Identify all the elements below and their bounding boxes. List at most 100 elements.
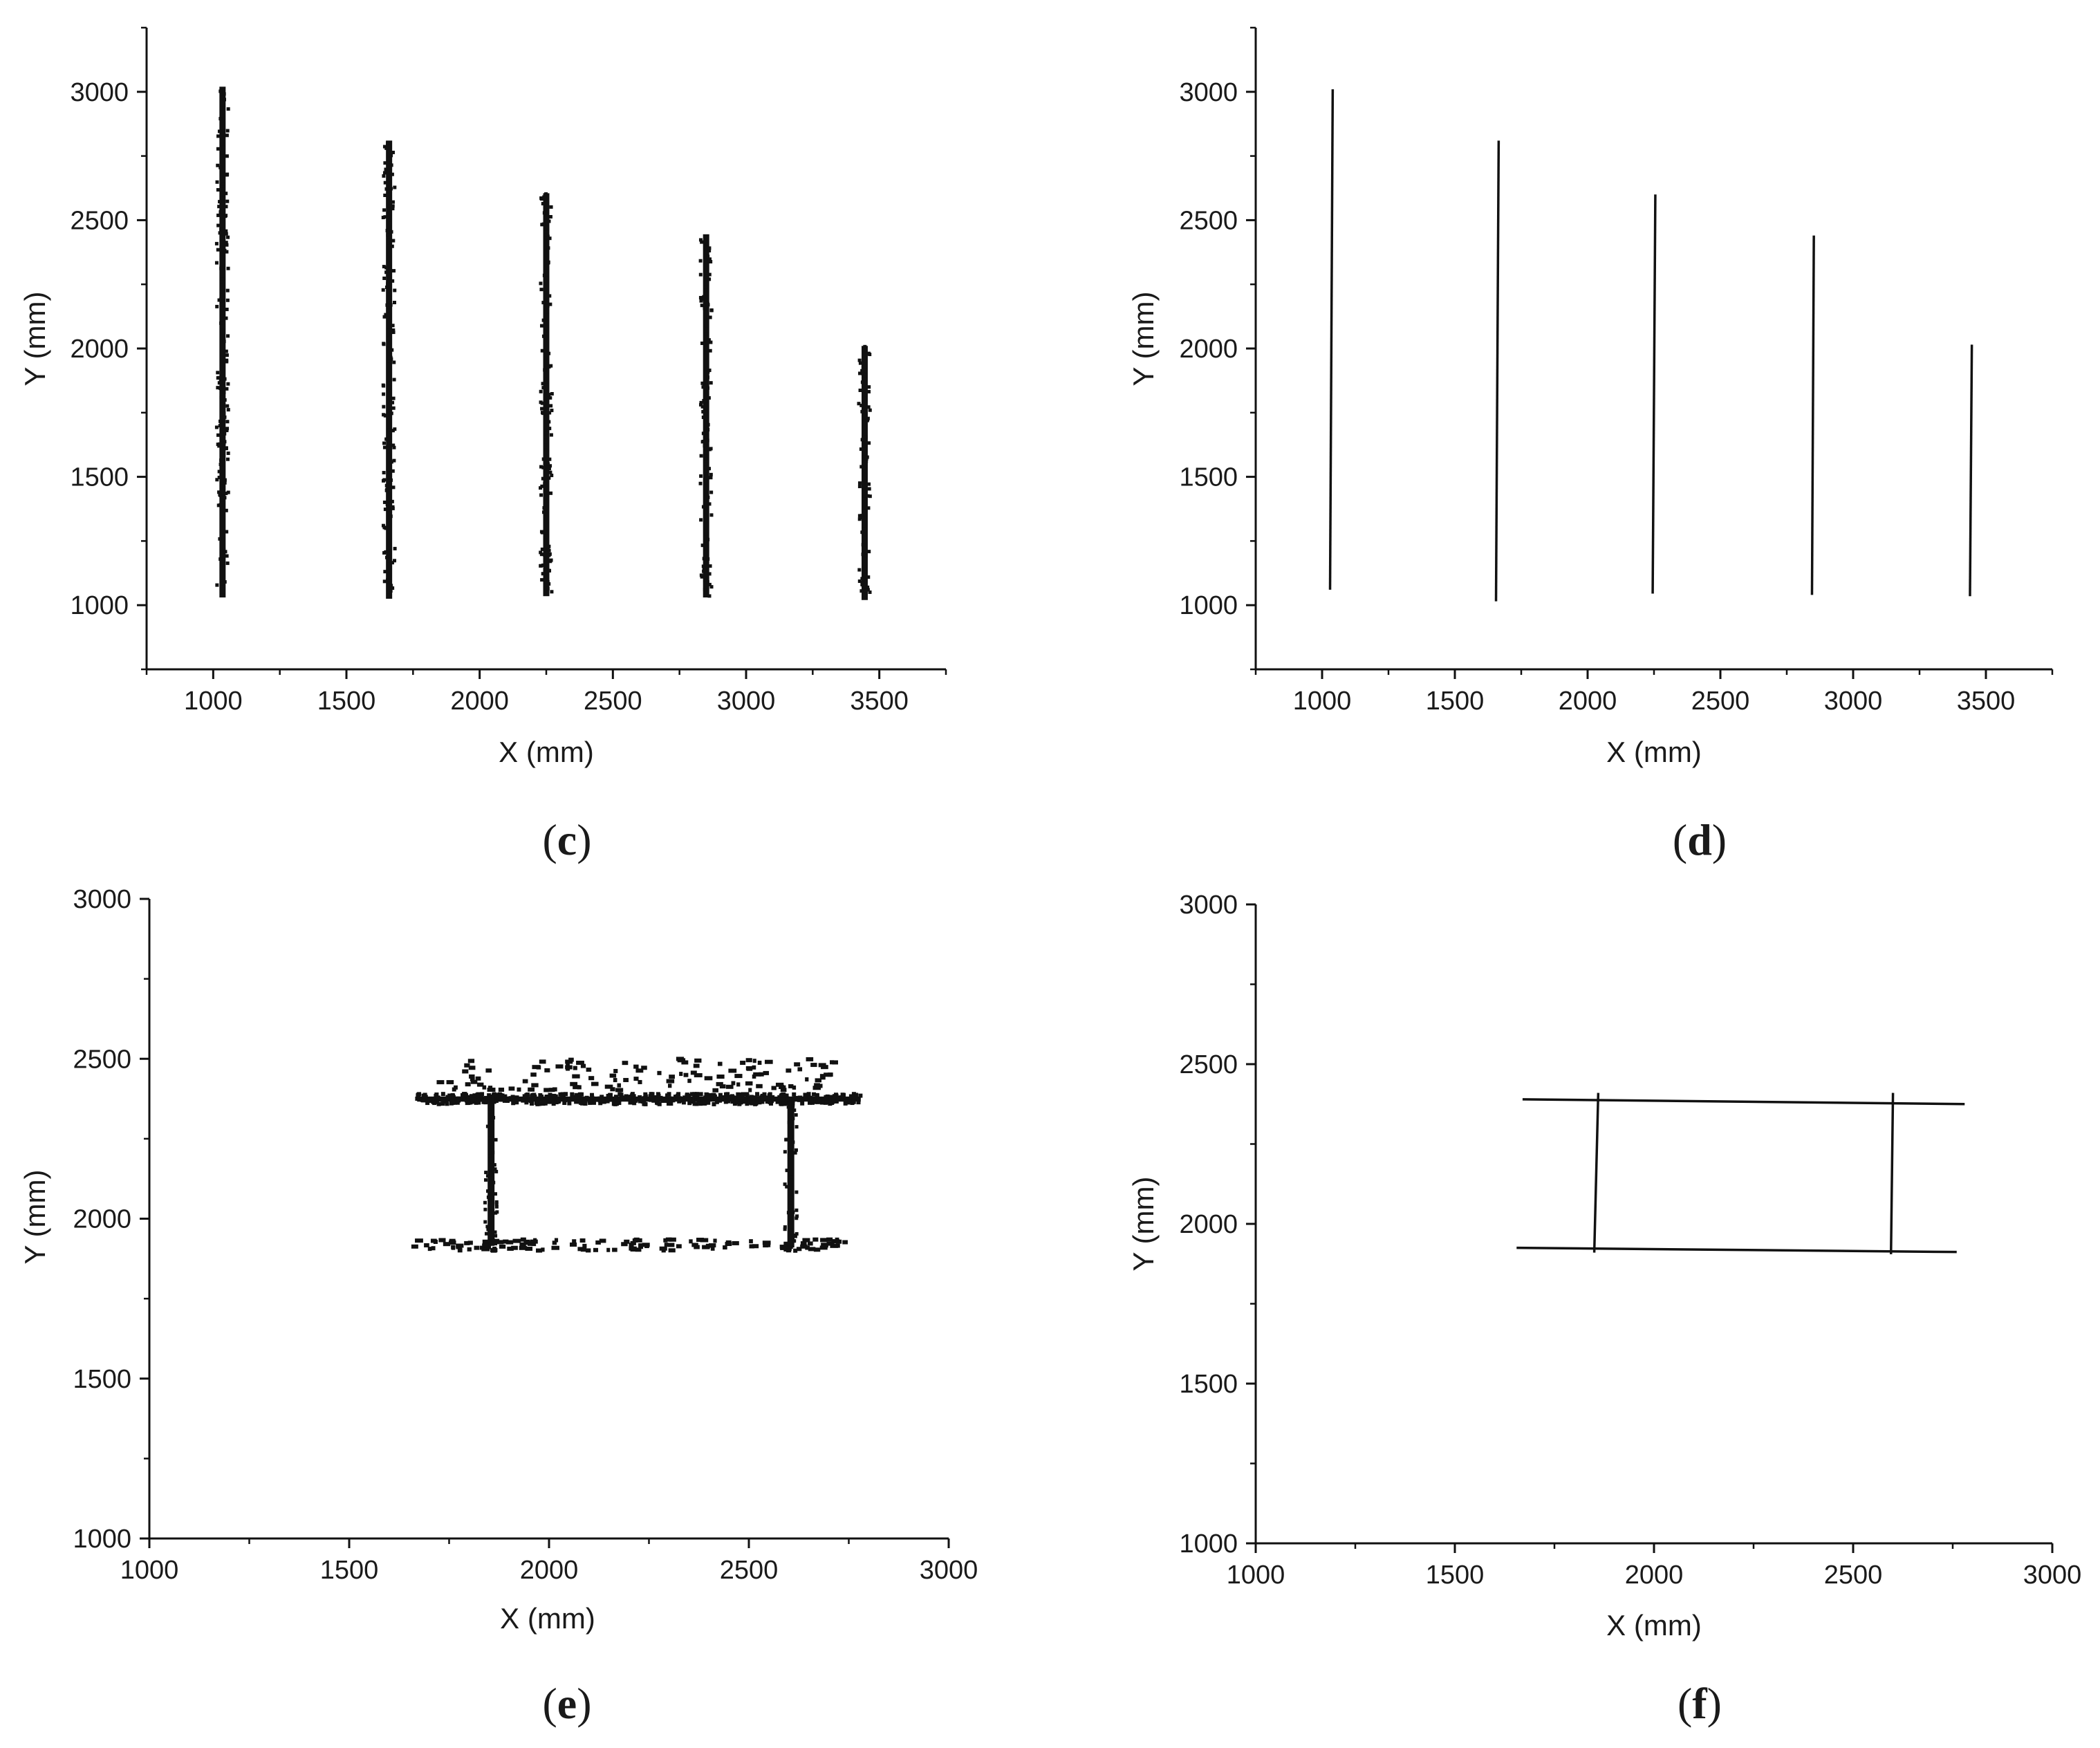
point (436, 1101, 441, 1106)
point (706, 495, 710, 499)
point (391, 331, 396, 335)
point (541, 476, 545, 481)
caption-c-letter: c (557, 815, 577, 864)
point (591, 1097, 595, 1101)
point (564, 1092, 568, 1097)
point (548, 411, 552, 415)
point (630, 1093, 635, 1098)
point (864, 435, 868, 439)
point (544, 431, 548, 435)
point (411, 1244, 418, 1249)
point (483, 1207, 487, 1211)
point (746, 1066, 753, 1071)
point (219, 399, 223, 403)
point (494, 1200, 499, 1204)
point (867, 482, 871, 486)
point (824, 1072, 832, 1077)
point (468, 1099, 473, 1104)
y-tick-label: 3000 (70, 78, 129, 107)
point (817, 1098, 822, 1103)
point (800, 1244, 808, 1249)
point (706, 315, 710, 319)
point (775, 1099, 780, 1104)
point-band (543, 193, 550, 597)
point (810, 1063, 817, 1068)
point (679, 1072, 683, 1077)
point (549, 364, 553, 368)
point (225, 530, 229, 534)
point (505, 1098, 510, 1103)
plot-c-ticks: 1000 1500 2000 2500 3000 3500 1000 1500 2000 2500… (70, 26, 947, 716)
point (440, 1097, 445, 1102)
point (217, 205, 221, 209)
point (390, 561, 394, 565)
point (541, 1099, 546, 1104)
point (831, 1239, 840, 1244)
point (452, 1087, 456, 1092)
point (690, 1070, 697, 1075)
point (752, 1065, 756, 1070)
point (779, 1093, 783, 1098)
point (487, 1169, 492, 1173)
point (867, 441, 871, 445)
point (424, 1243, 429, 1247)
point (704, 399, 708, 403)
point (220, 299, 224, 303)
point (559, 1094, 564, 1099)
point (635, 1247, 642, 1252)
point (555, 1096, 560, 1101)
point (531, 1242, 537, 1247)
point (797, 1067, 803, 1072)
point (222, 441, 226, 445)
point (592, 1100, 597, 1105)
point (469, 1094, 474, 1099)
point (793, 1096, 798, 1101)
point (797, 1096, 802, 1101)
point (499, 1092, 503, 1097)
point (704, 457, 708, 461)
point (488, 1086, 493, 1090)
point (604, 1084, 613, 1089)
point (391, 429, 395, 433)
point (493, 1167, 497, 1171)
y-tick-label: 2000 (73, 1205, 131, 1234)
point (543, 435, 548, 439)
point (821, 1065, 828, 1070)
y-tick-label: 1500 (1179, 1370, 1238, 1399)
point (482, 1085, 487, 1090)
point (655, 1097, 660, 1101)
point (858, 361, 862, 365)
point (484, 1178, 488, 1182)
x-tick-label: 3500 (850, 687, 909, 716)
point (709, 585, 714, 589)
point (438, 1238, 446, 1243)
point (863, 567, 867, 571)
point (388, 515, 392, 519)
point (785, 1184, 789, 1189)
point (225, 360, 229, 364)
point (548, 427, 552, 431)
point (783, 1150, 787, 1154)
point (761, 1096, 765, 1101)
point (384, 266, 389, 270)
point (676, 1093, 680, 1098)
point (382, 171, 387, 175)
point (707, 272, 712, 277)
point (784, 1137, 788, 1142)
point (531, 1083, 539, 1088)
point (570, 1242, 577, 1247)
point (725, 1099, 730, 1104)
point (812, 1092, 817, 1097)
y-tick-label: 3000 (73, 885, 131, 914)
point (755, 1092, 760, 1097)
y-tick-label: 2500 (1179, 1050, 1238, 1079)
point (547, 582, 551, 586)
point (530, 1072, 537, 1077)
point (803, 1092, 808, 1097)
point (543, 552, 547, 557)
point (642, 1101, 647, 1106)
point (632, 1238, 638, 1243)
point (443, 1242, 451, 1247)
point (594, 1097, 599, 1102)
caption-f-letter: f (1692, 1679, 1707, 1728)
